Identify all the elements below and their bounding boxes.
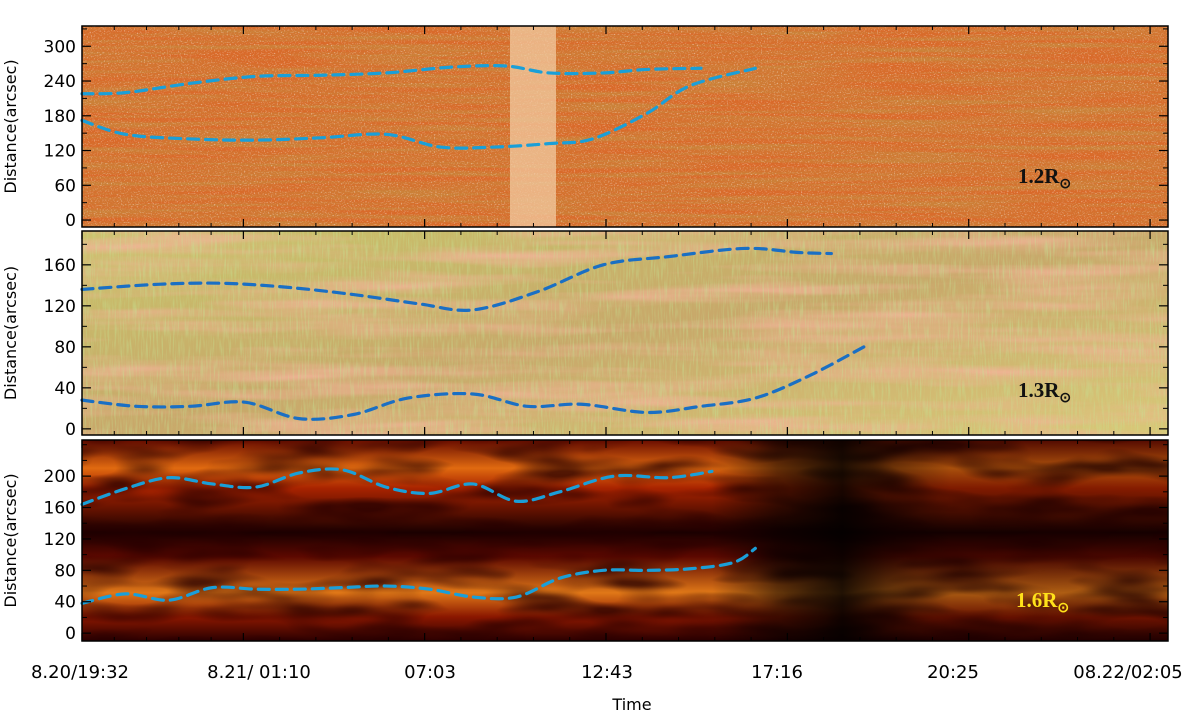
panel-3-frame <box>81 439 1169 642</box>
y-tick-label: 0 <box>65 420 76 440</box>
y-tick-label: 80 <box>54 338 76 358</box>
panel-2-trace-2 <box>80 345 866 421</box>
panel-2-height-label: 1.3R⊙ <box>1018 378 1071 406</box>
x-tick-label: 08.22/02:05 <box>1073 662 1182 683</box>
y-tick-label: 120 <box>44 297 76 317</box>
dashed-traces <box>80 63 866 605</box>
y-tick-label: 0 <box>65 624 76 644</box>
y-tick-label: 0 <box>65 211 76 231</box>
panel-2-trace-1 <box>80 246 833 312</box>
panel-1-trace-2 <box>80 66 757 150</box>
panel-frames <box>81 25 1169 642</box>
y-tick-label: 120 <box>44 530 76 550</box>
panel-3-y-axis-title: Distance(arcsec) <box>1 473 20 607</box>
panel-1-y-axis-title: Distance(arcsec) <box>1 59 20 193</box>
panel-2-frame <box>81 230 1169 436</box>
y-tick-label: 160 <box>44 256 76 276</box>
panel-1-height-label: 1.2R⊙ <box>1018 164 1071 192</box>
x-axis: 8.20/19:32 8.21/ 01:10 07:03 12:43 17:16 20:2… <box>31 26 1183 683</box>
panel-3-trace-2 <box>80 546 757 605</box>
x-tick-label: 8.20/19:32 <box>31 662 129 683</box>
panel-3-image <box>82 440 1168 641</box>
y-tick-label: 240 <box>44 72 76 92</box>
x-tick-label: 17:16 <box>751 662 803 683</box>
y-tick-label: 160 <box>44 499 76 519</box>
y-tick-label: 120 <box>44 142 76 162</box>
data-gap-band <box>510 26 556 227</box>
y-tick-label: 80 <box>54 561 76 581</box>
x-tick-label: 8.21/ 01:10 <box>207 662 311 683</box>
y-tick-label: 40 <box>54 593 76 613</box>
y-tick-label: 60 <box>54 176 76 196</box>
y-tick-label: 180 <box>44 107 76 127</box>
panel-3-trace-1 <box>80 467 714 506</box>
panel-1-frame <box>81 25 1169 228</box>
panel-3-height-label: 1.6R⊙ <box>1016 588 1069 616</box>
y-axes: 0 60 120 180 240 300 Distance(arcsec) 0 40 80 120 1… <box>1 28 1168 644</box>
x-tick-label: 07:03 <box>404 662 456 683</box>
x-axis-title: Time <box>611 695 651 714</box>
y-tick-label: 200 <box>44 467 76 487</box>
panel-2-image <box>82 231 1168 435</box>
y-tick-label: 300 <box>44 37 76 57</box>
x-tick-label: 12:43 <box>581 662 633 683</box>
panel-1-trace-1 <box>80 63 703 96</box>
y-tick-label: 40 <box>54 379 76 399</box>
panel-2-y-axis-title: Distance(arcsec) <box>1 266 20 400</box>
x-tick-label: 20:25 <box>927 662 979 683</box>
